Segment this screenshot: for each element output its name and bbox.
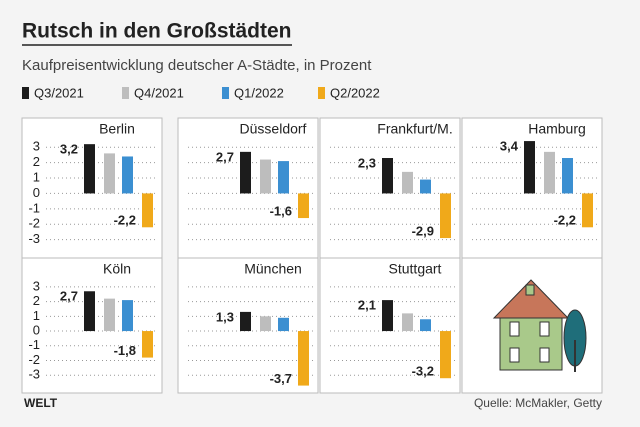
- bar: [298, 193, 309, 219]
- value-label: -2,2: [554, 213, 576, 228]
- bar: [440, 193, 451, 239]
- bar: [402, 313, 413, 332]
- panel: Frankfurt/M. 2,3 -2,9: [319, 117, 461, 259]
- legend-label: Q1/2022: [234, 85, 284, 100]
- y-tick-label: -1: [28, 200, 40, 215]
- bar: [524, 141, 535, 194]
- bar: [420, 179, 431, 194]
- bar: [104, 298, 115, 332]
- bar: [278, 317, 289, 332]
- panel-title: Stuttgart: [389, 261, 442, 277]
- legend-label: Q3/2021: [34, 85, 84, 100]
- bar: [382, 300, 393, 332]
- y-tick-label: 3: [33, 278, 40, 293]
- bar: [84, 144, 95, 194]
- value-label: -1,8: [114, 343, 136, 358]
- panel-title: Berlin: [99, 121, 135, 137]
- panel-title: Düsseldorf: [240, 121, 307, 137]
- bar: [402, 171, 413, 194]
- house-illustration: [461, 257, 603, 394]
- legend-swatch: [122, 87, 129, 99]
- bar: [84, 291, 95, 332]
- y-tick-label: 0: [33, 322, 40, 337]
- bar: [382, 158, 393, 194]
- y-tick-label: -1: [28, 337, 40, 352]
- y-tick-label: 0: [33, 185, 40, 200]
- panel: München 1,3 -3,7: [177, 257, 319, 394]
- panel-title: Köln: [103, 261, 131, 277]
- panel: Stuttgart 2,1 -3,2: [319, 257, 461, 394]
- y-tick-label: 3: [33, 139, 40, 154]
- bar: [260, 316, 271, 332]
- bar: [582, 193, 593, 228]
- y-tick-label: -2: [28, 216, 40, 231]
- y-tick-label: -2: [28, 352, 40, 367]
- value-label: -1,6: [270, 203, 292, 218]
- panel-title: München: [244, 261, 302, 277]
- bar: [440, 331, 451, 379]
- bar: [104, 153, 115, 194]
- legend-swatch: [222, 87, 229, 99]
- bar: [122, 156, 133, 194]
- bar: [260, 159, 271, 194]
- legend-label: Q4/2021: [134, 85, 184, 100]
- panels: Berlin3210-1-2-33,2-2,2Düsseldorf2,7-1,6…: [21, 117, 603, 394]
- value-label: 2,7: [216, 149, 234, 164]
- bar: [298, 331, 309, 386]
- panel: Düsseldorf 2,7 -1,6: [177, 117, 319, 259]
- y-tick-label: 2: [33, 293, 40, 308]
- logo: WELT: [24, 396, 58, 410]
- bar: [240, 311, 251, 332]
- panel-title: Hamburg: [528, 121, 586, 137]
- value-label: 2,3: [358, 155, 376, 170]
- value-label: -3,7: [270, 371, 292, 386]
- bar: [142, 193, 153, 228]
- bar: [420, 319, 431, 332]
- y-tick-label: 2: [33, 154, 40, 169]
- bar: [122, 300, 133, 332]
- bar: [142, 331, 153, 358]
- y-tick-label: -3: [28, 231, 40, 246]
- value-label: 2,7: [60, 289, 78, 304]
- bar: [544, 151, 555, 194]
- y-tick-label: 1: [33, 169, 40, 184]
- value-label: 2,1: [358, 298, 376, 313]
- panel-title: Frankfurt/M.: [377, 121, 452, 137]
- y-tick-label: 1: [33, 308, 40, 323]
- y-tick-label: -3: [28, 367, 40, 382]
- legend-label: Q2/2022: [330, 85, 380, 100]
- value-label: -2,9: [412, 224, 434, 239]
- bar: [278, 161, 289, 194]
- legend-swatch: [318, 87, 325, 99]
- legend-swatch: [22, 87, 29, 99]
- value-label: 3,4: [500, 139, 519, 154]
- value-label: 1,3: [216, 309, 234, 324]
- chart-title: Rutsch in den Großstädten: [22, 20, 292, 43]
- value-label: -2,2: [114, 213, 136, 228]
- source: Quelle: McMakler, Getty: [474, 396, 602, 410]
- panel: Hamburg 3,4 -2,2: [461, 117, 603, 259]
- bar: [562, 158, 573, 194]
- legend: Q3/2021 Q4/2021 Q1/2022 Q2/2022: [22, 85, 380, 100]
- value-label: 3,2: [60, 142, 78, 157]
- value-label: -3,2: [412, 364, 434, 379]
- bar: [240, 151, 251, 194]
- chart-subtitle: Kaufpreisentwicklung deutscher A-Städte,…: [22, 57, 372, 74]
